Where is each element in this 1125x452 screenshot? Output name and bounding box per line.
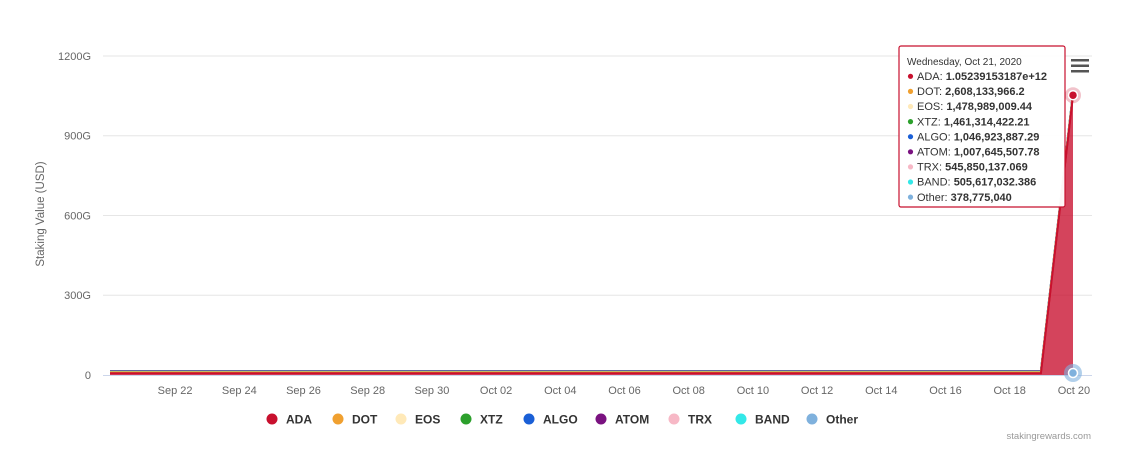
legend-label: TRX [688, 413, 712, 427]
x-tick-label: Oct 14 [865, 385, 897, 397]
tooltip-bullet [907, 149, 914, 155]
tooltip: Wednesday, Oct 21, 2020 ADA: 1.052391531… [898, 45, 1066, 208]
legend-symbol [668, 413, 680, 425]
legend-item-atom[interactable]: ATOM [595, 413, 650, 427]
x-tick-label: Oct 18 [993, 385, 1025, 397]
legend-symbol [735, 413, 747, 425]
legend-label: BAND [755, 413, 790, 427]
y-axis-title: Staking Value (USD) [35, 161, 47, 266]
hover-point-ada [1067, 89, 1079, 101]
tooltip-row-eos: EOS: 1,478,989,009.44 [917, 101, 1033, 113]
legend-label: XTZ [480, 413, 503, 427]
tooltip-rows: ADA: 1.05239153187e+12 DOT: 2,608,133,966… [907, 71, 1047, 204]
hover-point-other [1067, 367, 1079, 379]
legend-symbol [806, 413, 818, 425]
tooltip-bullet [907, 164, 914, 170]
x-tick-label: Oct 06 [608, 385, 640, 397]
legend-item-eos[interactable]: EOS [395, 413, 441, 427]
tooltip-row-trx: TRX: 545,850,137.069 [917, 162, 1028, 174]
x-tick-label: Oct 10 [737, 385, 769, 397]
hover-markers [1064, 87, 1082, 382]
legend-label: ATOM [615, 413, 649, 427]
tooltip-row-band: BAND: 505,617,032.386 [917, 177, 1036, 189]
y-tick-label: 1200G [58, 51, 91, 63]
legend-item-algo[interactable]: ALGO [523, 413, 578, 427]
tooltip-row-xtz: XTZ: 1,461,314,422.21 [917, 116, 1030, 128]
tooltip-row-other: Other: 378,775,040 [917, 192, 1012, 204]
legend-label: ALGO [543, 413, 578, 427]
x-tick-label: Oct 08 [672, 385, 704, 397]
x-tick-label: Sep 28 [350, 385, 385, 397]
tooltip-bullet [907, 119, 914, 125]
y-tick-label: 900G [64, 131, 91, 143]
legend-symbol [395, 413, 407, 425]
credits-link[interactable]: stakingrewards.com [1007, 431, 1092, 442]
legend-item-other[interactable]: Other [806, 413, 859, 427]
tooltip-bullet [907, 179, 914, 185]
legend-symbol [460, 413, 472, 425]
legend-item-band[interactable]: BAND [735, 413, 790, 427]
x-axis: Sep 22 Sep 24 Sep 26 Sep 28 Sep 30 Oct 02 Oct … [103, 375, 1092, 397]
tooltip-row-atom: ATOM: 1,007,645,507.78 [917, 147, 1040, 159]
tooltip-row-algo: ALGO: 1,046,923,887.29 [917, 131, 1039, 143]
y-tick-label: 600G [64, 210, 91, 222]
x-tick-label: Oct 04 [544, 385, 576, 397]
x-tick-label: Sep 22 [158, 385, 193, 397]
tooltip-date: Wednesday, Oct 21, 2020 [907, 57, 1022, 68]
y-tick-label: 0 [85, 370, 91, 382]
series-areas [110, 92, 1074, 375]
x-tick-label: Oct 16 [929, 385, 961, 397]
legend-label: Other [826, 413, 858, 427]
legend-symbol [266, 413, 278, 425]
x-tick-label: Sep 24 [222, 385, 257, 397]
legend-item-xtz[interactable]: XTZ [460, 413, 503, 427]
tooltip-row-dot: DOT: 2,608,133,966.2 [917, 86, 1025, 98]
legend-symbol [332, 413, 344, 425]
tooltip-bullet [907, 103, 914, 110]
tooltip-bullet [907, 73, 914, 79]
tooltip-bullet [907, 88, 914, 94]
x-tick-label: Oct 20 [1058, 385, 1090, 397]
y-axis: 0 300G 600G 900G 1200G [58, 51, 91, 382]
chart-menu-icon[interactable] [1066, 55, 1094, 77]
x-tick-label: Sep 26 [286, 385, 321, 397]
legend-label: DOT [352, 413, 378, 427]
legend-item-trx[interactable]: TRX [668, 413, 713, 427]
tooltip-bullet [907, 194, 914, 200]
x-tick-label: Sep 30 [414, 385, 449, 397]
legend-label: ADA [286, 413, 312, 427]
legend-symbol [595, 413, 607, 425]
tooltip-bullet [907, 134, 914, 140]
legend-symbol [523, 413, 535, 425]
tooltip-row-ada: ADA: 1.05239153187e+12 [917, 71, 1047, 83]
legend-item-dot[interactable]: DOT [332, 413, 379, 427]
x-tick-label: Oct 12 [801, 385, 833, 397]
series-line-ada [110, 95, 1074, 375]
legend-item-ada[interactable]: ADA [266, 413, 313, 427]
y-tick-label: 300G [64, 290, 91, 302]
x-tick-label: Oct 02 [480, 385, 512, 397]
legend: ADA DOT EOS XTZ ALGO ATOM TRX BAND Other [266, 413, 859, 427]
legend-label: EOS [415, 413, 440, 427]
